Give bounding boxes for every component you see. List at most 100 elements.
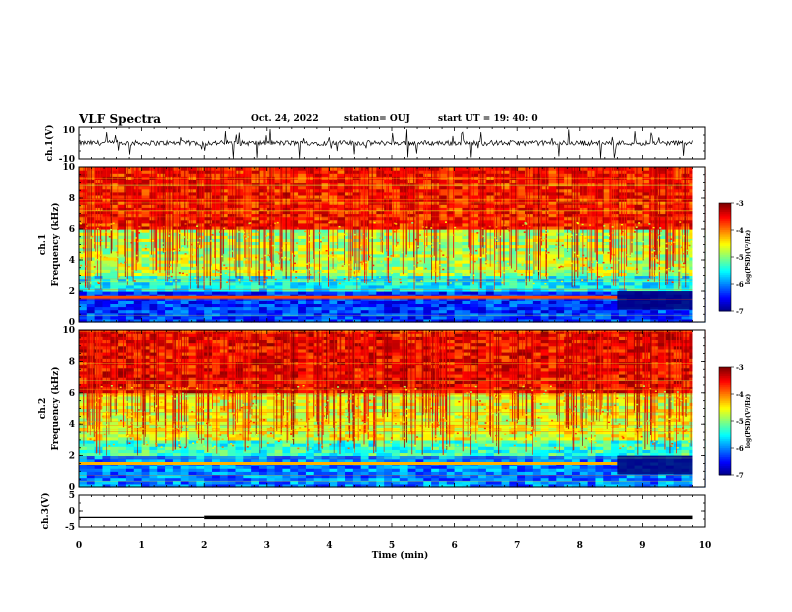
ch1-spectrogram-cell xyxy=(626,247,636,252)
ch1-spectrogram-cell xyxy=(485,306,495,311)
ch1-spectrogram-cell xyxy=(298,219,307,224)
ch1-spectrogram-cell xyxy=(392,185,401,190)
ch1-spectrogram-cell xyxy=(102,247,111,252)
ch1-spectrogram-cell xyxy=(399,204,409,208)
ch1-spectrogram-cell xyxy=(157,204,166,208)
ch1-spectrogram-cell xyxy=(376,170,385,174)
ch1-spectrogram-cell xyxy=(517,315,526,320)
ch1-spectrogram-cell xyxy=(290,315,299,320)
ch1-spectrogram-cell xyxy=(219,247,229,252)
ch1-spectrogram-cell xyxy=(157,191,166,196)
ch1-spectrogram-cell xyxy=(321,247,331,252)
ch1-waveform-line xyxy=(78,128,693,159)
ch1-spectrogram-cell xyxy=(540,173,550,177)
ch1-spectrogram-cell xyxy=(493,247,503,252)
ch1-spectrogram-cell xyxy=(79,213,88,218)
ch1-spectrogram-cell xyxy=(462,275,471,280)
ch1-spectrogram-cell xyxy=(321,260,331,264)
ch1-spectrogram-cell xyxy=(227,235,237,239)
ch1-spectrogram-cell xyxy=(540,241,550,246)
ch1-spectrogram-cell xyxy=(102,260,111,264)
ch1-spectrogram-cell xyxy=(564,309,573,314)
ch1-spectrogram-cell xyxy=(603,263,612,267)
ch1-spectrogram-speckle xyxy=(267,269,270,271)
ch1-spectrogram-cell xyxy=(556,188,565,193)
ch1-spectrogram-cell xyxy=(298,291,307,295)
ch1-spectrogram-cell xyxy=(407,194,417,199)
ch1-spectrogram-cell xyxy=(571,278,581,283)
ch1-spectrogram-cell xyxy=(298,318,307,323)
ch1-spectrogram-speckle xyxy=(170,275,173,278)
ch1-spectrogram-cell xyxy=(556,260,565,264)
ch1-spectrogram-cell xyxy=(79,216,88,221)
ch1-spectrogram-cell xyxy=(384,281,393,286)
ch1-spectrogram-cell xyxy=(321,191,331,196)
ch1-spectrogram-cell xyxy=(454,179,464,184)
ch1-spectrogram-cell xyxy=(462,167,471,171)
ch1-spectrogram-cell xyxy=(532,303,542,308)
ch1-spectrogram-cell xyxy=(556,309,565,314)
ch1-spectrogram-cell xyxy=(204,204,213,208)
ch1-spectrogram-speckle xyxy=(611,226,614,228)
ch1-spectrogram-cell xyxy=(438,213,448,218)
ch1-spectrogram-speckle xyxy=(577,222,580,225)
ch1-spectrogram-cell xyxy=(407,247,417,252)
ch1-spectrogram-cell xyxy=(603,315,612,320)
ch1-spectrogram-cell xyxy=(658,191,667,196)
ch1-spectrogram-speckle xyxy=(641,240,644,243)
ch1-spectrogram-cell xyxy=(258,306,268,311)
ch1-spectrogram-cell xyxy=(290,247,299,252)
ch1-spectrogram-cell xyxy=(157,207,166,211)
ch1-spectrogram-cell xyxy=(219,235,229,239)
ch1-spectrogram-cell xyxy=(212,167,221,171)
ch1-spectrogram-cell xyxy=(305,303,315,308)
ch1-spectrogram-speckle xyxy=(416,262,419,264)
ch1-spectrogram-cell xyxy=(423,303,432,308)
ch1-spectrogram-cell xyxy=(618,266,628,270)
ch1-spectrogram-cell xyxy=(188,216,197,221)
ch1-spectrogram-cell xyxy=(587,309,597,314)
ch1-spectrogram-cell xyxy=(548,272,557,277)
ch1-spectrogram-cell xyxy=(470,250,479,255)
ch1-spectrogram-cell xyxy=(329,256,338,261)
ch1-spectrogram-cell xyxy=(258,207,268,211)
ch1-spectrogram-cell xyxy=(321,284,331,289)
ch1-spectrogram-cell xyxy=(618,315,628,320)
ch1-spectrogram-cell xyxy=(243,303,252,308)
ch1-spectrogram-cell xyxy=(548,216,557,221)
ch1-spectrogram-cell xyxy=(423,213,432,218)
ch1-spectrogram-cell xyxy=(532,238,542,242)
ch1-spectrogram-cell xyxy=(125,182,135,187)
ch1-spectrogram-cell xyxy=(611,216,620,221)
ch1-spectrogram-speckle xyxy=(647,279,650,282)
ch1-spectrogram-cell xyxy=(368,306,377,311)
ch1-spectrogram-cell xyxy=(462,204,471,208)
ch1-spectrogram-cell xyxy=(407,263,417,267)
ch1-spectrogram-cell xyxy=(321,216,331,221)
ch1-spectrogram-cell xyxy=(258,297,268,301)
ch1-spectrogram-cell xyxy=(642,256,651,261)
ch1-spectrogram-cell xyxy=(149,291,158,295)
ch1-spectrogram-cell xyxy=(540,291,550,295)
ch1-spectrogram-speckle xyxy=(161,257,164,259)
ch1-spectrogram-cell xyxy=(196,312,205,317)
ch1-spectrogram-cell xyxy=(266,318,276,323)
ch1-spectrogram-cell xyxy=(611,256,620,261)
ch1-spectrogram-cell xyxy=(180,281,190,286)
ch1-spectrogram-cell xyxy=(642,204,651,208)
ch1-spectrogram-cell xyxy=(407,256,417,261)
ch1-spectrogram-cell xyxy=(634,315,644,320)
ch1-spectrogram-cell xyxy=(384,309,393,314)
ch1-spectrogram-speckle xyxy=(212,278,215,281)
ch1-spectrogram-cell xyxy=(642,275,651,280)
ch1-spectrogram-speckle xyxy=(200,256,203,258)
ch1-spectrogram-cell xyxy=(399,291,409,295)
ch1-spectrogram-cell xyxy=(571,306,581,311)
ch1-spectrogram-speckle xyxy=(411,222,414,224)
ch1-spectrogram-cell xyxy=(376,253,385,258)
ch1-spectrogram-speckle xyxy=(198,237,201,240)
ch1-spectrogram-speckle xyxy=(268,238,271,241)
ch1-spectrogram-cell xyxy=(392,188,401,193)
ch1-spectrogram-cell xyxy=(603,207,612,211)
ch1-spectrogram-speckle xyxy=(544,232,547,235)
